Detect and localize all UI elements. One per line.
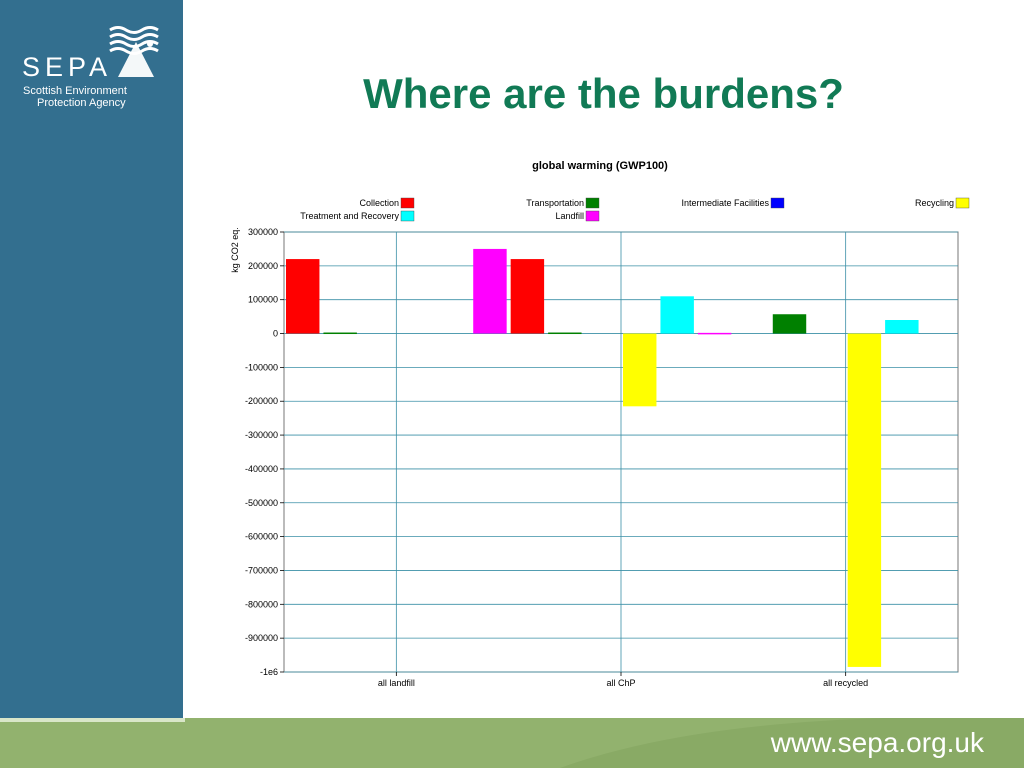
y-axis-label: kg CO2 eq. bbox=[230, 227, 240, 273]
y-tick-label: -500000 bbox=[245, 498, 278, 508]
x-tick-label: all ChP bbox=[606, 678, 635, 688]
logo-org-line1: Scottish Environment bbox=[23, 85, 127, 97]
y-tick-label: 0 bbox=[273, 329, 278, 339]
legend-label: Treatment and Recovery bbox=[300, 211, 399, 221]
y-tick-label: 300000 bbox=[248, 227, 278, 237]
bar bbox=[697, 332, 732, 335]
slide-title: Where are the burdens? bbox=[363, 70, 844, 117]
y-tick-label: -1e6 bbox=[260, 667, 278, 677]
y-tick-label: -700000 bbox=[245, 565, 278, 575]
legend-swatch bbox=[400, 210, 415, 222]
bar bbox=[885, 320, 919, 334]
footer-band bbox=[0, 718, 1024, 768]
legend-label: Transportation bbox=[526, 198, 584, 208]
x-tick-label: all recycled bbox=[823, 678, 868, 688]
y-tick-label: -200000 bbox=[245, 396, 278, 406]
y-tick-label: -900000 bbox=[245, 633, 278, 643]
legend-label: Collection bbox=[359, 198, 399, 208]
sepa-logo bbox=[109, 26, 159, 77]
bar bbox=[473, 248, 507, 334]
bar bbox=[660, 296, 694, 334]
legend-swatch bbox=[585, 197, 600, 209]
bar bbox=[548, 332, 582, 335]
y-tick-label: -100000 bbox=[245, 362, 278, 372]
bar bbox=[286, 259, 320, 334]
bar bbox=[323, 332, 357, 335]
plot-area: 300000 200000 100000 0 -100000 -200000 -300000… bbox=[245, 227, 959, 688]
bar bbox=[623, 333, 657, 407]
bar bbox=[772, 314, 807, 334]
footer-url: www.sepa.org.uk bbox=[770, 727, 984, 758]
chart-title: global warming (GWP100) bbox=[532, 160, 668, 172]
chart-legend: Collection Transportation Intermediate Fac… bbox=[300, 197, 970, 222]
legend-swatch bbox=[955, 197, 970, 209]
y-tick-label: -800000 bbox=[245, 599, 278, 609]
bar bbox=[510, 259, 545, 334]
bar bbox=[847, 333, 882, 667]
y-tick-label: 100000 bbox=[248, 295, 278, 305]
y-tick-label: -400000 bbox=[245, 464, 278, 474]
legend-label: Landfill bbox=[555, 211, 584, 221]
sidebar: SEPA Scottish Environment Protection Age… bbox=[0, 0, 183, 718]
legend-swatch bbox=[770, 197, 785, 209]
legend-label: Intermediate Facilities bbox=[681, 198, 769, 208]
y-tick-label: 200000 bbox=[248, 261, 278, 271]
logo-org-line2: Protection Agency bbox=[37, 97, 126, 109]
bar-chart: global warming (GWP100) Collection Transp… bbox=[230, 160, 970, 688]
y-tick-label: -600000 bbox=[245, 532, 278, 542]
x-tick-label: all landfill bbox=[378, 678, 415, 688]
logo-text: SEPA bbox=[22, 52, 113, 82]
legend-swatch bbox=[585, 210, 600, 222]
legend-swatch bbox=[400, 197, 415, 209]
legend-label: Recycling bbox=[915, 198, 954, 208]
y-tick-label: -300000 bbox=[245, 430, 278, 440]
